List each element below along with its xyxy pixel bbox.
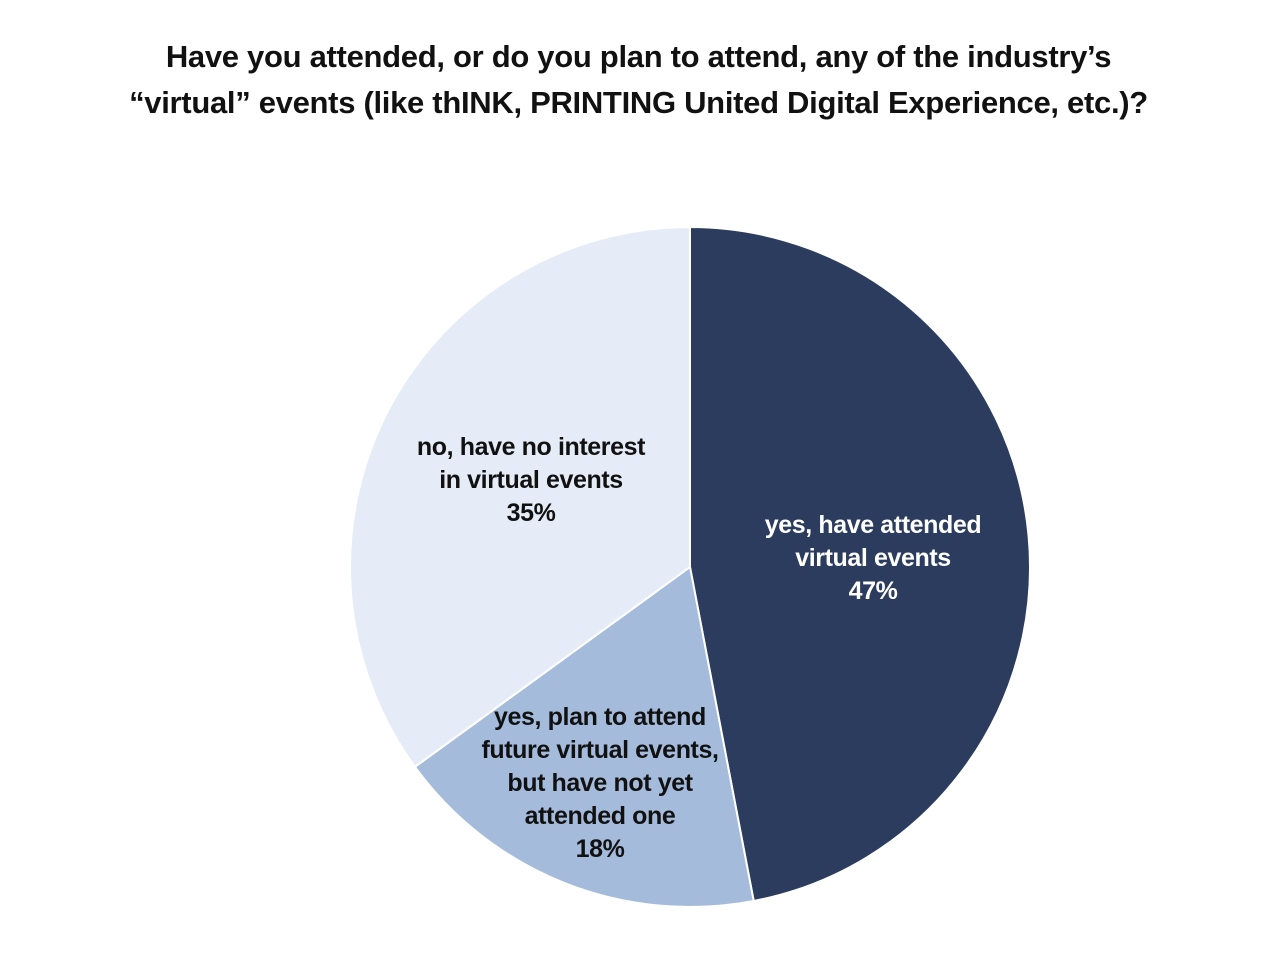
slice-label-line: virtual events <box>795 544 951 572</box>
slice-label-3: no, have no interest in virtual events 35% <box>417 433 646 527</box>
pie-slice-3 <box>348 225 691 769</box>
slice-label-line: attended one <box>525 802 676 830</box>
slice-value-label-1: 47% <box>849 577 898 605</box>
slice-label-line: in virtual events <box>439 466 623 494</box>
slice-label-line: but have not yet <box>507 769 693 797</box>
slice-label-1: yes, have attended virtual events 47% <box>765 511 982 605</box>
chart-title-line-1: Have you attended, or do you plan to att… <box>165 39 1112 74</box>
slice-label-line: no, have no interest <box>417 433 646 461</box>
slice-label-line: yes, plan to attend <box>494 703 706 731</box>
slice-value-label-2: 18% <box>576 835 625 863</box>
slice-label-line: yes, have attended <box>765 511 982 539</box>
pie-slice-2 <box>413 565 755 908</box>
slice-label-line: future virtual events, <box>481 736 718 764</box>
pie-labels: yes, have attended virtual events 47%yes, … <box>417 433 982 863</box>
slice-value-label-3: 35% <box>507 499 556 527</box>
chart-title: Have you attended, or do you plan to att… <box>0 34 1277 126</box>
chart-title-line-2: “virtual” events (like thINK, PRINTING U… <box>129 85 1148 120</box>
pie-slices <box>348 225 1032 908</box>
slice-label-2: yes, plan to attend future virtual events… <box>481 703 718 863</box>
pie-slice-1 <box>689 225 1032 903</box>
